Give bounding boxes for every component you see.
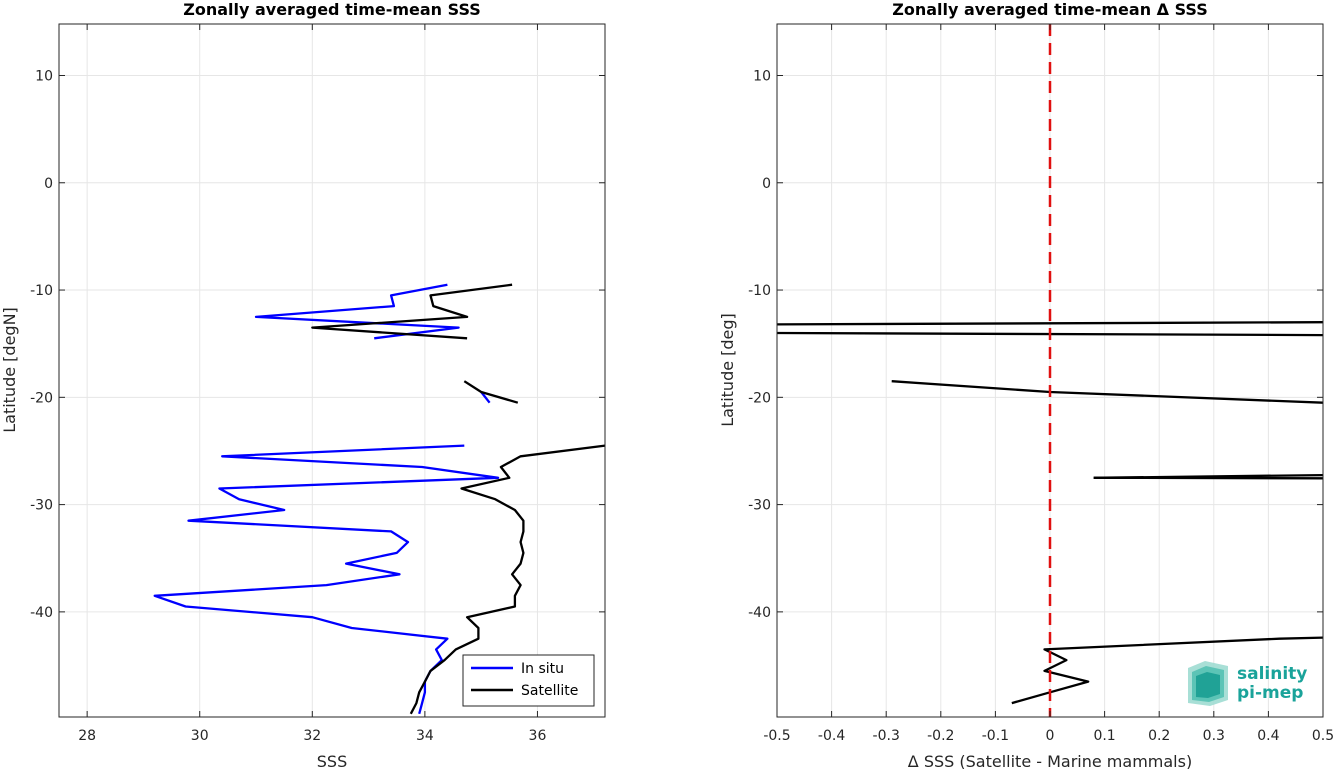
delta-sss-series-lines bbox=[776, 24, 1324, 717]
delta-sss-line-series-0 bbox=[1011, 636, 1324, 705]
sss-tick-labels: 28 30 32 34 36 10 0 -10 -20 -30 -40 bbox=[30, 24, 605, 744]
delta-sss-xtick-label: 0.1 bbox=[1093, 728, 1115, 744]
delta-sss-xtick-label: 0.3 bbox=[1203, 728, 1225, 744]
sss-xtick-label: 34 bbox=[416, 728, 434, 744]
sss-xlabel: SSS bbox=[317, 752, 347, 769]
delta-sss-ytick-label: -40 bbox=[748, 605, 771, 621]
delta-sss-xtick-label: -0.1 bbox=[982, 728, 1009, 744]
legend-label-satellite: Satellite bbox=[521, 683, 578, 699]
sss-xtick-label: 28 bbox=[78, 728, 96, 744]
logo-line2: pi-mep bbox=[1237, 683, 1303, 703]
logo-line1: salinity bbox=[1237, 664, 1307, 684]
sss-ytick-label: 10 bbox=[35, 68, 53, 84]
sss-panel: 28 30 32 34 36 10 0 -10 -20 -30 -40 Zonally averag… bbox=[0, 0, 606, 769]
sss-ytick-label: -40 bbox=[30, 605, 53, 621]
delta-sss-ytick-label: -30 bbox=[748, 498, 771, 514]
delta-sss-xlabel: Δ SSS (Satellite - Marine mammals) bbox=[908, 752, 1192, 769]
delta-sss-xtick-label: 0.4 bbox=[1257, 728, 1279, 744]
sss-line-satellite bbox=[311, 283, 513, 340]
sss-xtick-label: 30 bbox=[191, 728, 209, 744]
delta-sss-xtick-label: 0.2 bbox=[1148, 728, 1170, 744]
sss-ytick-label: -30 bbox=[30, 498, 53, 514]
delta-sss-line-series-0 bbox=[776, 321, 1324, 326]
sss-line-satellite bbox=[409, 444, 606, 715]
delta-sss-xtick-label: -0.3 bbox=[873, 728, 900, 744]
sss-xtick-label: 32 bbox=[303, 728, 321, 744]
sss-line-satellite bbox=[463, 380, 519, 404]
sss-ytick-label: -20 bbox=[30, 390, 53, 406]
sss-line-in-situ bbox=[254, 283, 460, 340]
sss-ytick-label: 0 bbox=[44, 176, 53, 192]
delta-sss-xtick-label: -0.2 bbox=[927, 728, 954, 744]
sss-ylabel: Latitude [degN] bbox=[0, 307, 19, 433]
sss-line-in-situ bbox=[480, 391, 491, 404]
legend: In situ Satellite bbox=[462, 654, 595, 707]
sss-ytick-label: -10 bbox=[30, 283, 53, 299]
sss-axes-box bbox=[58, 23, 606, 718]
delta-sss-ylabel: Latitude [deg] bbox=[718, 313, 737, 427]
delta-sss-panel: -0.5 -0.4 -0.3 -0.2 -0.1 0 0.1 0.2 0.3 0.4 0.5 10 0 -… bbox=[718, 0, 1334, 769]
delta-sss-xtick-label: 0.5 bbox=[1312, 728, 1334, 744]
delta-sss-title: Zonally averaged time-mean Δ SSS bbox=[892, 0, 1208, 19]
legend-label-in-situ: In situ bbox=[521, 661, 564, 677]
delta-sss-ytick-label: -20 bbox=[748, 390, 771, 406]
delta-sss-tick-labels: -0.5 -0.4 -0.3 -0.2 -0.1 0 0.1 0.2 0.3 0.4 0.5 10 0 -… bbox=[748, 24, 1334, 744]
salinity-pi-mep-logo: salinity pi-mep bbox=[1188, 661, 1307, 706]
delta-sss-xtick-label: -0.4 bbox=[818, 728, 845, 744]
delta-sss-ytick-label: 10 bbox=[753, 68, 771, 84]
delta-sss-xtick-label: -0.5 bbox=[763, 728, 790, 744]
sss-grid bbox=[59, 24, 605, 717]
delta-sss-ytick-label: 0 bbox=[762, 176, 771, 192]
legend-box bbox=[462, 654, 595, 707]
delta-sss-xtick-label: 0 bbox=[1046, 728, 1055, 744]
sss-series-lines bbox=[153, 283, 606, 715]
logo-mark-core bbox=[1196, 672, 1220, 698]
sss-title: Zonally averaged time-mean SSS bbox=[183, 0, 481, 19]
delta-sss-line-series-0 bbox=[1093, 476, 1324, 480]
delta-sss-ytick-label: -10 bbox=[748, 283, 771, 299]
sss-xtick-label: 36 bbox=[529, 728, 547, 744]
